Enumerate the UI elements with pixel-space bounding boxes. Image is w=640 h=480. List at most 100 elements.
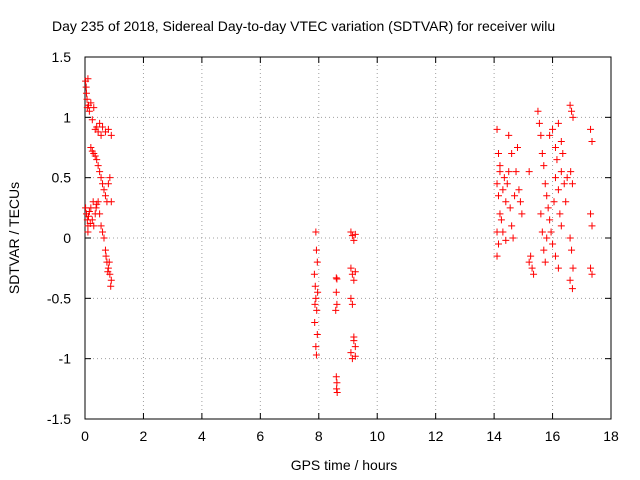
- data-point: [312, 351, 320, 359]
- data-point: [493, 180, 501, 188]
- data-point: [332, 274, 340, 282]
- data-point: [85, 207, 93, 215]
- data-point: [107, 282, 115, 290]
- data-point: [538, 150, 546, 158]
- data-point: [499, 186, 507, 194]
- data-point: [85, 107, 93, 115]
- y-tick-label: 0: [63, 230, 71, 246]
- data-point: [351, 343, 359, 351]
- data-point: [314, 288, 322, 296]
- data-point: [97, 131, 105, 139]
- data-point: [312, 246, 320, 254]
- data-point: [496, 210, 504, 218]
- data-point: [543, 234, 551, 242]
- data-point: [99, 123, 107, 131]
- data-point: [82, 83, 90, 91]
- data-point: [509, 234, 517, 242]
- data-point: [494, 240, 502, 248]
- x-tick-label: 16: [545, 428, 561, 444]
- data-point: [508, 150, 516, 158]
- data-point: [547, 228, 555, 236]
- data-point: [94, 128, 102, 136]
- data-point: [502, 236, 510, 244]
- data-points: [82, 75, 596, 396]
- data-point: [104, 264, 112, 272]
- data-point: [525, 168, 533, 176]
- x-tick-label: 6: [256, 428, 264, 444]
- data-point: [333, 379, 341, 387]
- data-point: [333, 385, 341, 393]
- data-point: [83, 95, 91, 103]
- data-point: [96, 168, 104, 176]
- data-point: [541, 258, 549, 266]
- x-tick-label: 0: [81, 428, 89, 444]
- data-point: [518, 210, 526, 218]
- data-point: [556, 210, 564, 218]
- y-tick-label: 1.5: [52, 49, 72, 65]
- data-point: [538, 228, 546, 236]
- data-point: [101, 246, 109, 254]
- data-point: [92, 204, 100, 212]
- data-point: [505, 168, 513, 176]
- data-point: [347, 264, 355, 272]
- data-point: [86, 220, 94, 228]
- data-point: [566, 234, 574, 242]
- data-point: [512, 168, 520, 176]
- data-point: [554, 119, 562, 127]
- data-point: [87, 144, 95, 151]
- x-tick-label: 2: [140, 428, 148, 444]
- data-point: [84, 228, 92, 236]
- data-point: [107, 276, 115, 284]
- data-point: [557, 222, 565, 230]
- data-point: [534, 107, 542, 115]
- data-point: [566, 276, 574, 284]
- data-point: [530, 270, 538, 278]
- data-point: [351, 352, 359, 360]
- data-point: [540, 246, 548, 254]
- data-point: [90, 222, 98, 230]
- x-tick-label: 18: [603, 428, 619, 444]
- data-point: [568, 107, 576, 115]
- data-point: [100, 234, 108, 242]
- data-point: [96, 210, 104, 218]
- data-point: [350, 276, 358, 284]
- data-point: [549, 125, 557, 133]
- data-point: [551, 174, 559, 182]
- data-point: [347, 294, 355, 302]
- data-point: [553, 156, 561, 164]
- data-point: [104, 125, 112, 133]
- data-point: [494, 150, 502, 158]
- data-point: [587, 210, 595, 218]
- data-point: [313, 258, 321, 266]
- y-tick-label: -0.5: [47, 290, 71, 306]
- x-tick-label: 4: [198, 428, 206, 444]
- data-point: [351, 230, 359, 238]
- data-point: [588, 137, 596, 145]
- data-point: [88, 116, 96, 124]
- data-point: [587, 264, 595, 272]
- data-point: [84, 75, 92, 83]
- data-point: [93, 156, 101, 164]
- data-point: [566, 101, 574, 109]
- x-tick-label: 10: [369, 428, 385, 444]
- data-point: [493, 252, 501, 260]
- data-point: [100, 186, 108, 194]
- data-point: [311, 282, 319, 290]
- data-point: [313, 331, 321, 339]
- data-point: [101, 192, 109, 200]
- data-point: [515, 186, 523, 194]
- data-point: [513, 144, 521, 151]
- data-point: [87, 99, 95, 107]
- data-point: [496, 168, 504, 176]
- data-point: [347, 349, 355, 357]
- data-point: [333, 300, 341, 308]
- data-point: [97, 174, 105, 182]
- data-point: [567, 168, 575, 176]
- data-point: [82, 89, 90, 97]
- data-point: [588, 222, 596, 230]
- data-point: [107, 131, 115, 139]
- data-point: [99, 180, 107, 188]
- data-point: [493, 228, 501, 236]
- data-point: [312, 343, 320, 351]
